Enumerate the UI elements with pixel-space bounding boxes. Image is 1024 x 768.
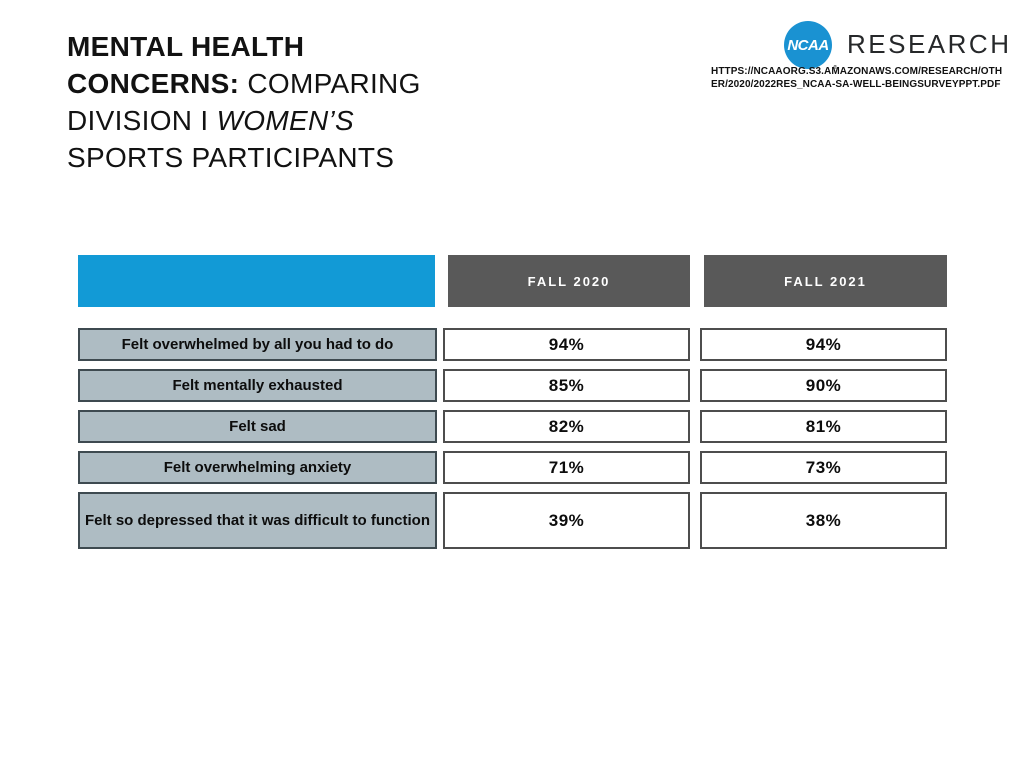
title-text: SPORTS PARTICIPANTS bbox=[67, 142, 395, 173]
title-text: CONCERNS: bbox=[67, 68, 240, 99]
title-line-2: CONCERNS: COMPARING bbox=[67, 65, 487, 102]
row-label: Felt mentally exhausted bbox=[78, 369, 437, 402]
header-cell-fall-2020: FALL 2020 bbox=[448, 255, 690, 307]
value-fall-2020: 94% bbox=[443, 328, 690, 361]
ncaa-logo-icon: NCAA ® bbox=[784, 21, 837, 71]
value-fall-2020: 82% bbox=[443, 410, 690, 443]
value-fall-2021: 73% bbox=[700, 451, 947, 484]
registered-mark: ® bbox=[833, 65, 837, 71]
source-url-line-2: ER/2020/2022RES_NCAA-SA-WELL-BEINGSURVEY… bbox=[711, 78, 1001, 90]
value-fall-2021: 94% bbox=[700, 328, 947, 361]
table-header-row: FALL 2020 FALL 2021 bbox=[78, 255, 947, 307]
source-url-line-1: HTTPS://NCAAORG.S3.AMAZONAWS.COM/RESEARC… bbox=[711, 66, 1003, 77]
row-label: Felt overwhelming anxiety bbox=[78, 451, 437, 484]
title-text: MENTAL HEALTH bbox=[67, 31, 305, 62]
title-text: DIVISION I bbox=[67, 105, 217, 136]
value-fall-2020: 85% bbox=[443, 369, 690, 402]
row-label: Felt so depressed that it was difficult … bbox=[78, 492, 437, 549]
ncaa-logo-text: NCAA bbox=[787, 36, 829, 54]
value-fall-2021: 38% bbox=[700, 492, 947, 549]
value-fall-2021: 81% bbox=[700, 410, 947, 443]
title-line-4: SPORTS PARTICIPANTS bbox=[67, 139, 487, 176]
value-fall-2020: 39% bbox=[443, 492, 690, 549]
slide-title: MENTAL HEALTH CONCERNS: COMPARING DIVISI… bbox=[67, 28, 487, 176]
title-line-3: DIVISION I WOMEN’S bbox=[67, 102, 487, 139]
table-row: Felt overwhelming anxiety 71% 73% bbox=[78, 451, 947, 484]
header-cell-blank bbox=[78, 255, 435, 307]
table-row: Felt overwhelmed by all you had to do 94… bbox=[78, 328, 947, 361]
row-label: Felt sad bbox=[78, 410, 437, 443]
survey-results-table: FALL 2020 FALL 2021 Felt overwhelmed by … bbox=[78, 255, 947, 549]
value-fall-2021: 90% bbox=[700, 369, 947, 402]
title-text: WOMEN’S bbox=[216, 105, 354, 136]
table-row: Felt sad 82% 81% bbox=[78, 410, 947, 443]
title-text: COMPARING bbox=[239, 68, 421, 99]
table-row: Felt so depressed that it was difficult … bbox=[78, 492, 947, 549]
value-fall-2020: 71% bbox=[443, 451, 690, 484]
row-label: Felt overwhelmed by all you had to do bbox=[78, 328, 437, 361]
title-line-1: MENTAL HEALTH bbox=[67, 28, 487, 65]
research-wordmark: RESEARCH bbox=[847, 29, 1012, 59]
header-cell-fall-2021: FALL 2021 bbox=[704, 255, 947, 307]
source-url-link[interactable]: HTTPS://NCAAORG.S3.AMAZONAWS.COM/RESEARC… bbox=[711, 66, 1021, 91]
table-row: Felt mentally exhausted 85% 90% bbox=[78, 369, 947, 402]
